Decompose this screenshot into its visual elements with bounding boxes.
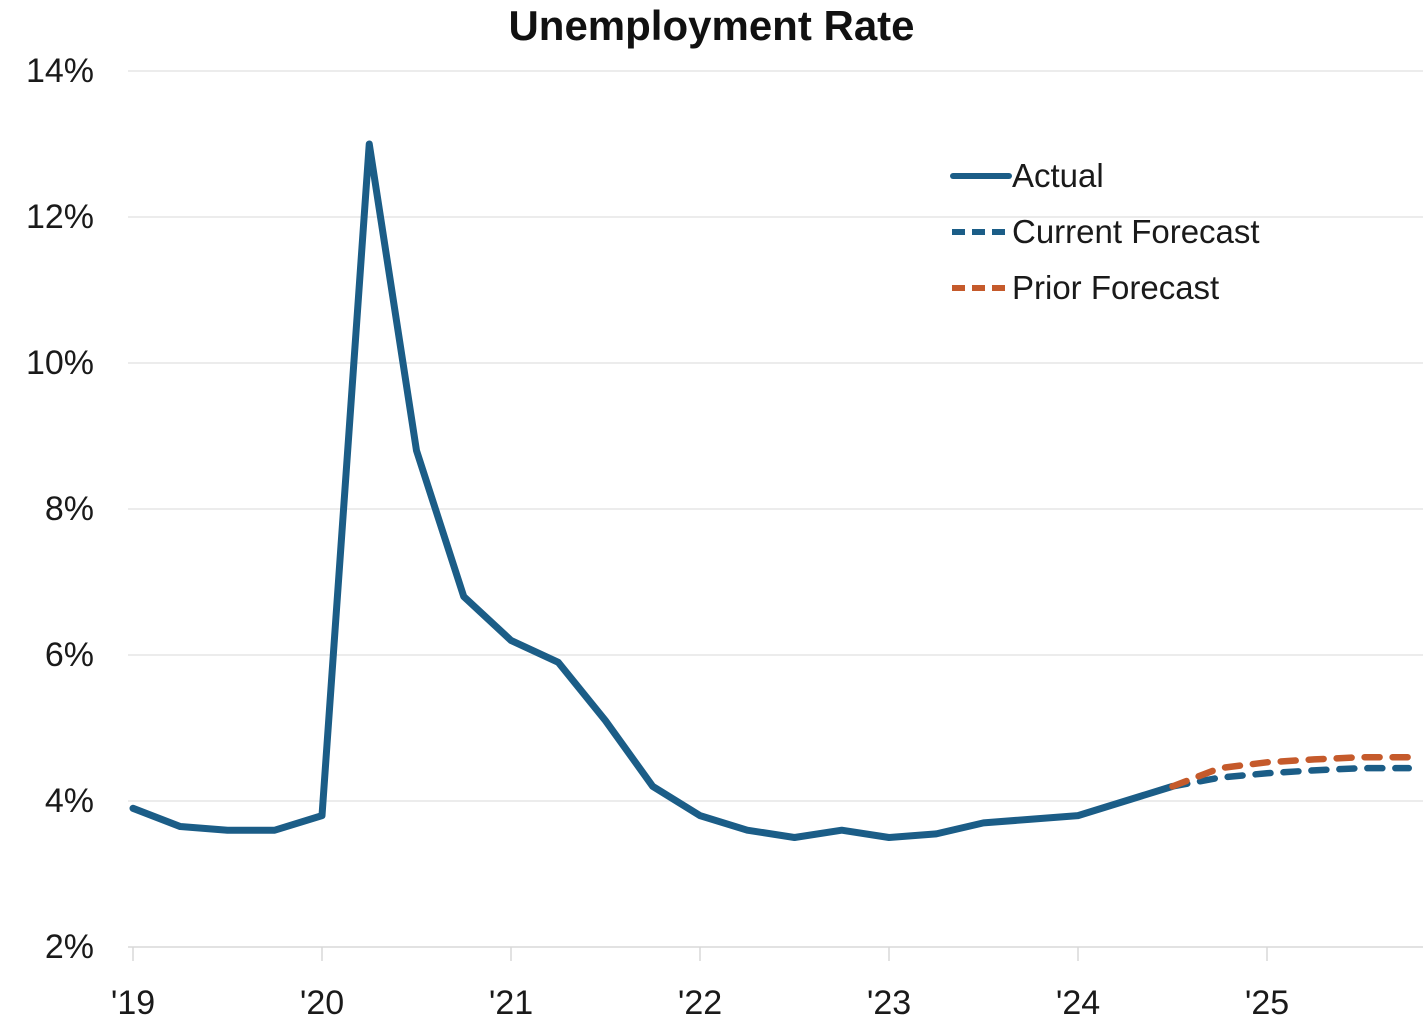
legend-item-prior-forecast: Prior Forecast <box>950 260 1260 316</box>
legend-label-current-forecast: Current Forecast <box>1012 213 1260 250</box>
legend-line-dashed-blue-icon <box>952 229 1012 235</box>
x-axis-label: '21 <box>488 984 534 1022</box>
legend-item-current-forecast: Current Forecast <box>950 204 1260 260</box>
x-axis-label: '24 <box>1055 984 1101 1022</box>
y-axis-label: 2% <box>44 928 94 966</box>
y-axis-label: 6% <box>44 636 94 674</box>
y-axis-label: 14% <box>25 52 94 90</box>
x-axis-label: '22 <box>677 984 723 1022</box>
y-axis-label: 8% <box>44 490 94 528</box>
legend-label-actual: Actual <box>1012 157 1104 194</box>
x-axis-label: '25 <box>1244 984 1290 1022</box>
x-axis-label: '19 <box>110 984 156 1022</box>
y-axis-label: 4% <box>44 782 94 820</box>
x-axis-label: '20 <box>299 984 345 1022</box>
legend-item-actual: Actual <box>950 148 1260 204</box>
legend-label-prior-forecast: Prior Forecast <box>1012 269 1220 306</box>
x-axis-label: '23 <box>866 984 912 1022</box>
legend-line-dashed-orange-icon <box>952 285 1012 291</box>
y-axis-label: 12% <box>25 198 94 236</box>
legend-line-solid-icon <box>950 173 1012 179</box>
legend: Actual Current Forecast Prior Forecast <box>950 148 1260 316</box>
chart-title: Unemployment Rate <box>508 2 915 49</box>
y-axis-label: 10% <box>25 344 94 382</box>
